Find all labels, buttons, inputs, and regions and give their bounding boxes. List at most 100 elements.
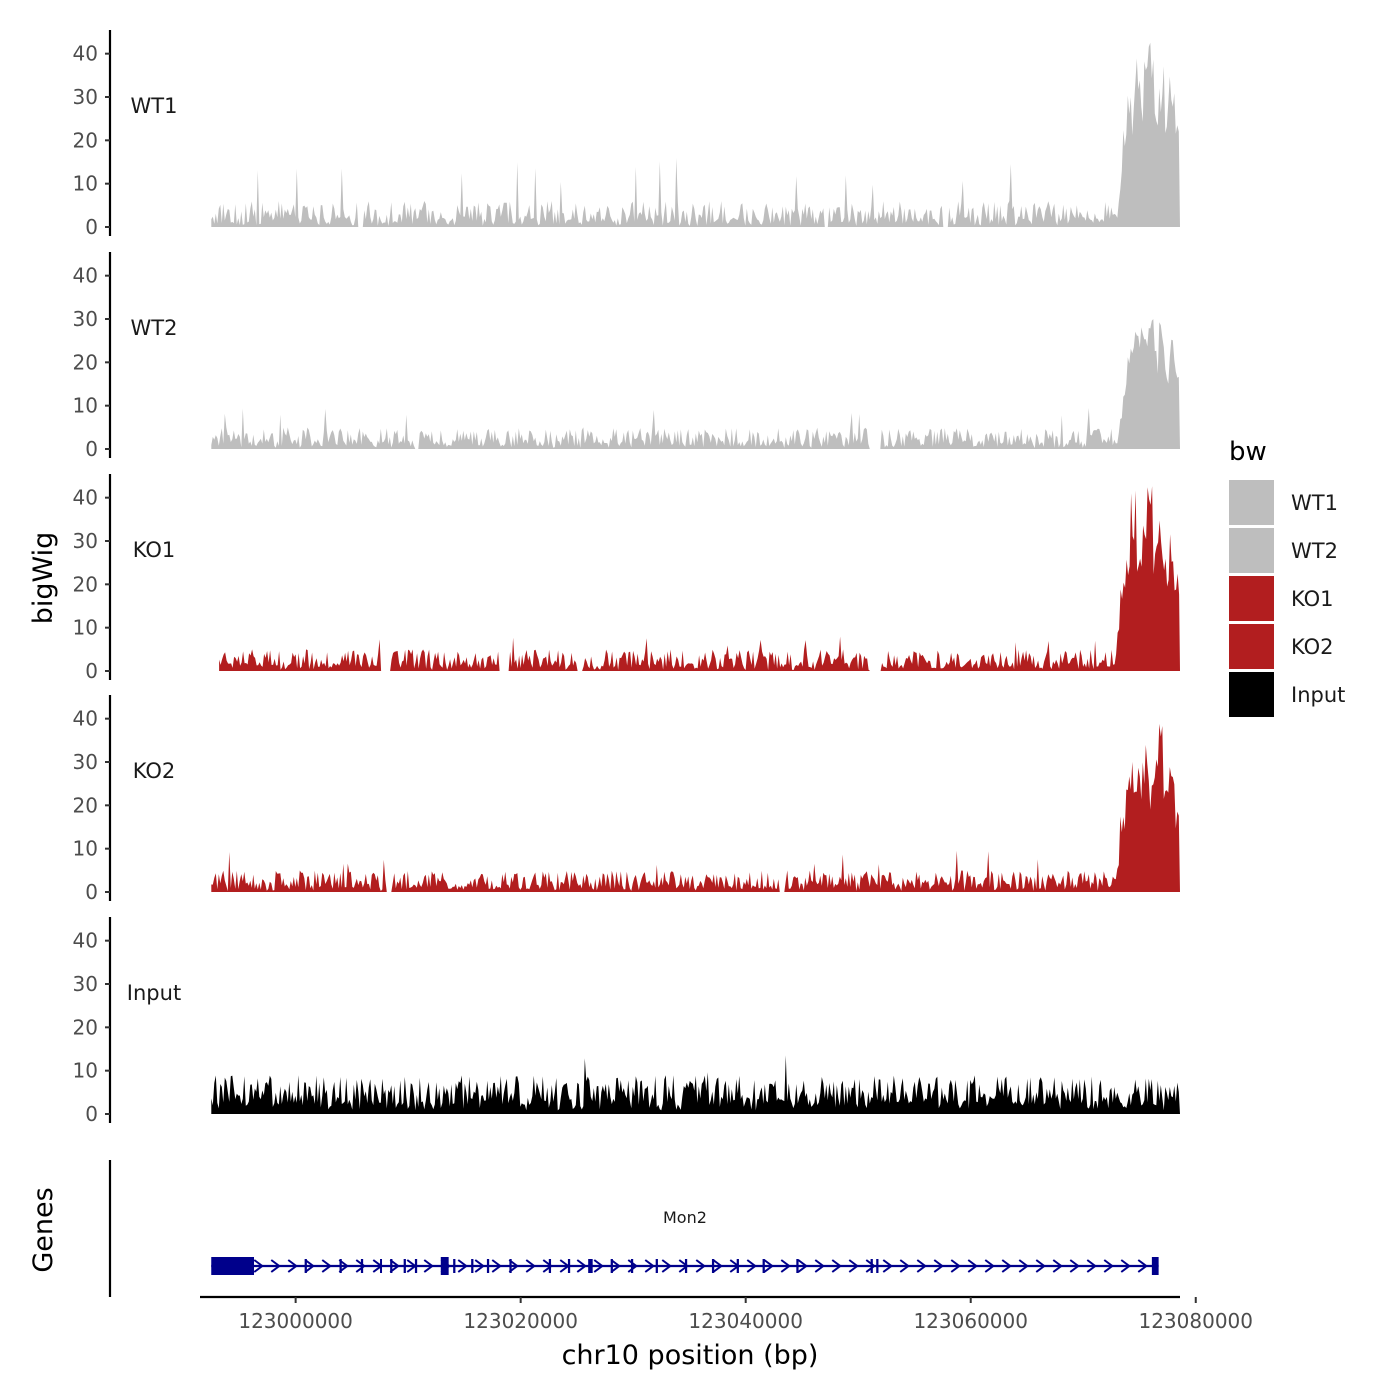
exon xyxy=(1151,1257,1159,1275)
strand-arrow xyxy=(967,1259,978,1273)
y-tick-label: 40 xyxy=(73,707,98,731)
legend-key-ko2 xyxy=(1229,624,1274,669)
x-tick-label: 123080000 xyxy=(1138,1309,1253,1333)
strand-arrow xyxy=(780,1259,791,1273)
legend-label-input: Input xyxy=(1291,683,1345,707)
exon xyxy=(610,1259,613,1273)
strand-arrow xyxy=(916,1259,927,1273)
exon xyxy=(870,1259,873,1273)
strand-arrow xyxy=(389,1259,400,1273)
strand-arrow xyxy=(661,1259,672,1273)
track-ko1: 0 10 20 30 40 KO1 xyxy=(73,474,1181,683)
exon xyxy=(453,1259,456,1273)
gene-name-label: Mon2 xyxy=(663,1208,707,1227)
exon xyxy=(711,1259,715,1273)
exon xyxy=(440,1257,449,1275)
strand-arrow xyxy=(525,1259,536,1273)
legend-label-wt1: WT1 xyxy=(1291,491,1338,515)
y-tick-label: 30 xyxy=(73,750,98,774)
strand-arrow xyxy=(270,1259,281,1273)
strand-arrow xyxy=(1137,1259,1148,1273)
y-tick-label: 10 xyxy=(73,837,98,861)
y-tick-label: 20 xyxy=(73,128,98,152)
legend: WT1 WT2 KO1 KO2 Input xyxy=(1229,480,1345,717)
strand-arrow xyxy=(865,1259,876,1273)
strand-arrow xyxy=(848,1259,859,1273)
strand-arrow xyxy=(763,1259,774,1273)
y-axis-title: bigWig xyxy=(28,532,59,625)
exon xyxy=(588,1259,593,1273)
y-tick-label: 40 xyxy=(73,42,98,66)
exon xyxy=(762,1259,765,1273)
legend-key-ko1 xyxy=(1229,576,1274,621)
y-tick-label: 40 xyxy=(73,264,98,288)
y-tick-label: 10 xyxy=(73,172,98,196)
strand-arrow xyxy=(610,1259,621,1273)
exon xyxy=(655,1259,658,1273)
exon xyxy=(211,1257,255,1275)
y-tick-label: 30 xyxy=(73,85,98,109)
coverage-area-ko2 xyxy=(211,723,1181,892)
y-tick-label: 10 xyxy=(73,394,98,418)
track-label-ko1: KO1 xyxy=(133,538,176,562)
strand-arrow xyxy=(882,1259,893,1273)
strand-arrow xyxy=(814,1259,825,1273)
strand-arrow xyxy=(950,1259,961,1273)
y-tick-label: 0 xyxy=(85,659,98,683)
x-tick-label: 123000000 xyxy=(238,1309,353,1333)
strand-arrow xyxy=(508,1259,519,1273)
legend-label-wt2: WT2 xyxy=(1291,539,1338,563)
coverage-area-wt2 xyxy=(211,319,1181,449)
track-label-input: Input xyxy=(127,981,181,1005)
exon xyxy=(876,1259,879,1273)
legend-label-ko1: KO1 xyxy=(1291,587,1334,611)
strand-arrow xyxy=(695,1259,706,1273)
coverage-tracks: 0 10 20 30 40 WT1 0 10 20 30 40 WT2 0 10 20 30 40 KO1 0 10 2… xyxy=(73,30,1181,1126)
legend-title: bw xyxy=(1229,437,1267,467)
y-tick-label: 0 xyxy=(85,880,98,904)
strand-arrow xyxy=(746,1259,757,1273)
exon xyxy=(380,1259,383,1273)
strand-arrow xyxy=(491,1259,502,1273)
coverage-area-wt1 xyxy=(211,42,1181,228)
track-label-ko2: KO2 xyxy=(133,759,176,783)
strand-arrow xyxy=(457,1259,468,1273)
track-label-wt2: WT2 xyxy=(131,316,178,340)
strand-arrow xyxy=(423,1259,434,1273)
track-input: 0 10 20 30 40 Input xyxy=(73,917,1181,1126)
strand-arrow xyxy=(1069,1259,1080,1273)
strand-arrow xyxy=(253,1259,264,1273)
y-tick-label: 0 xyxy=(85,215,98,239)
y-tick-label: 30 xyxy=(73,972,98,996)
y-tick-label: 30 xyxy=(73,529,98,553)
y-tick-label: 20 xyxy=(73,793,98,817)
strand-arrow xyxy=(899,1259,910,1273)
strand-arrow xyxy=(304,1259,315,1273)
exon xyxy=(403,1259,406,1273)
exon xyxy=(796,1259,799,1273)
strand-arrow xyxy=(797,1259,808,1273)
genes-track: Mon2 xyxy=(108,1160,1159,1297)
y-tick-label: 30 xyxy=(73,307,98,331)
exon xyxy=(486,1259,490,1273)
exon xyxy=(390,1259,393,1273)
y-tick-label: 20 xyxy=(73,350,98,374)
strand-arrow xyxy=(644,1259,655,1273)
y-tick-label: 0 xyxy=(85,437,98,461)
track-wt2: 0 10 20 30 40 WT2 xyxy=(73,252,1181,461)
strand-arrow xyxy=(576,1259,587,1273)
strand-arrow xyxy=(831,1259,842,1273)
exon xyxy=(339,1259,342,1273)
strand-arrow xyxy=(1086,1259,1097,1273)
exon xyxy=(684,1259,688,1273)
track-ko2: 0 10 20 30 40 KO2 xyxy=(73,695,1181,904)
x-tick-label: 123040000 xyxy=(688,1309,803,1333)
strand-arrow xyxy=(712,1259,723,1273)
strand-arrow xyxy=(678,1259,689,1273)
strand-arrow xyxy=(627,1259,638,1273)
strand-arrow xyxy=(338,1259,349,1273)
legend-label-ko2: KO2 xyxy=(1291,635,1334,659)
legend-key-input xyxy=(1229,672,1274,717)
strand-arrow xyxy=(287,1259,298,1273)
